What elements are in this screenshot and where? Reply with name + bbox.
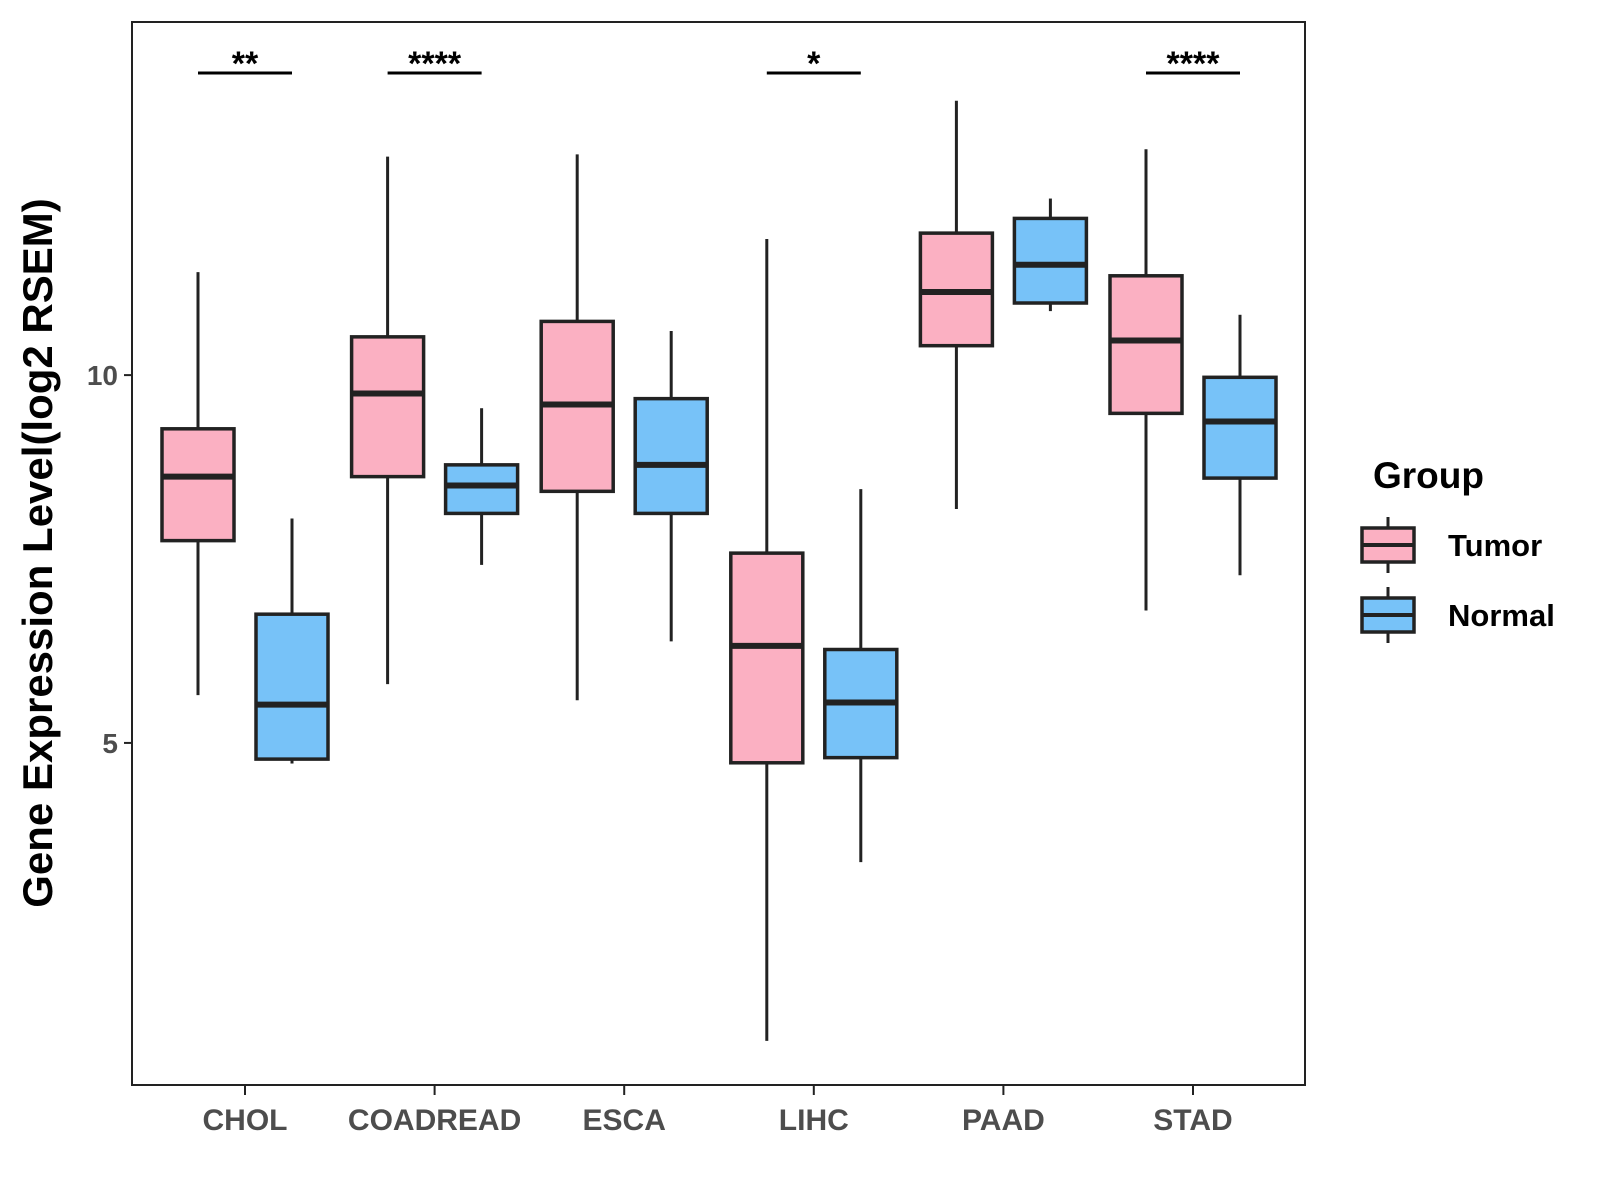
box-lihc-tumor <box>729 551 805 765</box>
box-chol-normal <box>254 612 330 761</box>
x-tick-label-paad: PAAD <box>962 1104 1045 1137</box>
axes-layer: 5 10 CHOL COADREAD ESCA LIHC PAAD STAD <box>87 360 1233 1137</box>
box-stad-tumor <box>1108 274 1184 416</box>
x-tick-label-stad: STAD <box>1153 1104 1232 1137</box>
box-stad-normal <box>1202 375 1278 480</box>
box-paad-normal <box>1012 216 1089 305</box>
x-tick-label-esca: ESCA <box>583 1104 666 1137</box>
significance-label-chol: ** <box>232 45 259 83</box>
y-tick-label-5: 5 <box>102 728 118 759</box>
box-chol-tumor <box>160 427 236 543</box>
x-tick-label-coadread: COADREAD <box>348 1104 521 1137</box>
box-coadread-tumor <box>349 335 426 479</box>
legend-label-tumor: Tumor <box>1448 528 1542 563</box>
x-tick-label-chol: CHOL <box>203 1104 288 1137</box>
significance-layer: ** **** * **** <box>198 45 1240 83</box>
y-tick-label-10: 10 <box>87 360 118 391</box>
legend: Group Tumor Normal <box>1360 455 1555 643</box>
significance-label-stad: **** <box>1167 45 1221 83</box>
significance-label-coadread: **** <box>408 45 462 83</box>
y-axis-title: Gene Expression Level(log2 RSEM) <box>14 198 61 908</box>
plot-panel-border <box>131 21 1306 1086</box>
box-esca-normal <box>633 396 709 516</box>
x-tick-label-lihc: LIHC <box>779 1104 849 1137</box>
boxes-layer <box>160 100 1278 1041</box>
box-coadread-normal <box>443 463 520 516</box>
legend-title: Group <box>1373 455 1484 496</box>
significance-label-lihc: * <box>807 45 821 83</box>
legend-label-normal: Normal <box>1448 598 1555 633</box>
